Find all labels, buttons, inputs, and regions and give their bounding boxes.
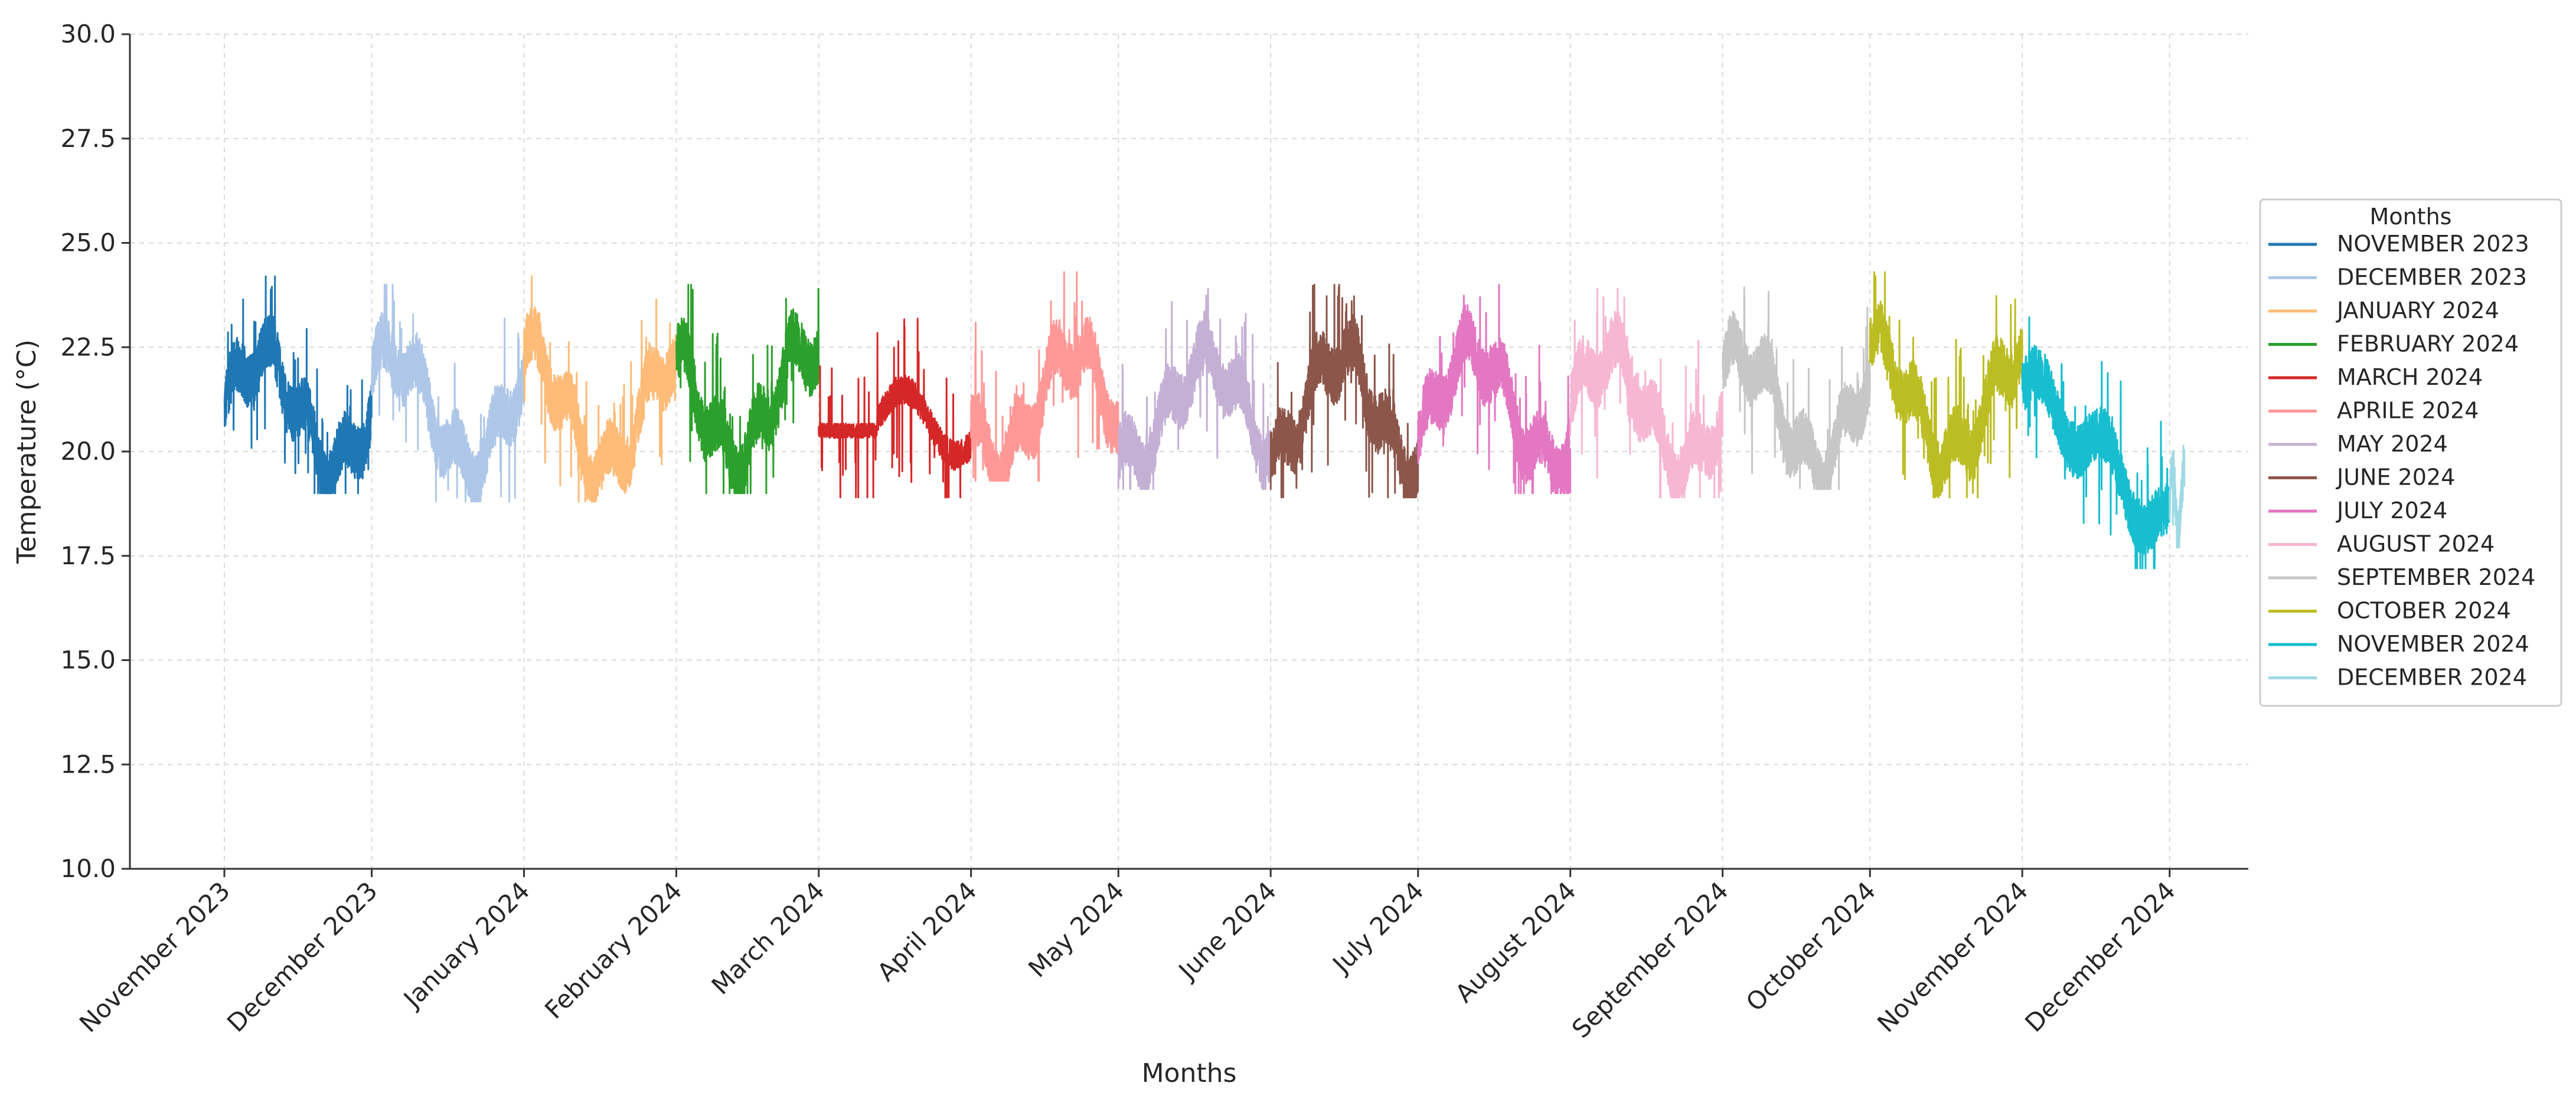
x-tick-label: June 2024: [1172, 876, 1282, 986]
legend-label: FEBRUARY 2024: [2337, 331, 2519, 357]
legend-label: OCTOBER 2024: [2337, 598, 2511, 624]
legend: Months NOVEMBER 2023 DECEMBER 2023 JANUARY…: [2259, 198, 2562, 707]
y-tick-label: 30.0: [60, 19, 116, 48]
legend-label: DECEMBER 2024: [2337, 665, 2527, 691]
x-tick-label: February 2024: [539, 876, 687, 1024]
y-tick-label: 22.5: [60, 332, 116, 361]
series-line: [1417, 283, 1572, 495]
series-line: [2169, 444, 2186, 549]
series-line: [675, 283, 820, 495]
series-line: [1117, 287, 1272, 490]
y-tick-label: 25.0: [60, 228, 116, 257]
legend-label: APRILE 2024: [2337, 398, 2479, 424]
x-tick-label: January 2024: [397, 876, 535, 1014]
x-tick-label: December 2024: [2019, 876, 2181, 1038]
series-line: [1269, 283, 1419, 499]
x-tick-label: December 2023: [221, 876, 383, 1038]
x-tick-label: September 2024: [1566, 876, 1734, 1044]
series-layer: [223, 271, 2186, 570]
legend-label: NOVEMBER 2023: [2337, 231, 2529, 257]
legend-label: NOVEMBER 2024: [2337, 631, 2529, 657]
y-tick-label: 20.0: [60, 437, 116, 466]
x-tick-label: November 2023: [74, 876, 236, 1038]
x-tick-label: August 2024: [1449, 876, 1582, 1008]
y-tick-label: 12.5: [60, 750, 116, 779]
series-line: [371, 283, 525, 503]
legend-label: MARCH 2024: [2337, 364, 2483, 390]
series-line: [818, 318, 972, 499]
x-tick-label: May 2024: [1023, 876, 1129, 983]
legend-label: SEPTEMBER 2024: [2337, 564, 2535, 590]
legend-label: AUGUST 2024: [2337, 531, 2495, 557]
y-tick-label: 17.5: [60, 541, 116, 570]
series-line: [223, 275, 373, 495]
y-tick-label: 27.5: [60, 124, 116, 153]
x-tick-label: March 2024: [706, 876, 830, 1000]
legend-label: JULY 2024: [2336, 498, 2447, 524]
legend-label: DECEMBER 2023: [2337, 264, 2527, 290]
x-tick-label: October 2024: [1741, 876, 1882, 1017]
x-tick-label: November 2024: [1872, 876, 2033, 1038]
x-tick-label: April 2024: [871, 876, 982, 987]
y-ticks: 10.0 12.5 15.0 17.5 20.0 22.5 25.0 27.5 30.0: [60, 19, 130, 883]
y-axis-title: Temperature (°C): [12, 339, 42, 564]
legend-label: JUNE 2024: [2336, 465, 2455, 490]
series-line: [1722, 286, 1871, 490]
series-line: [1569, 287, 1724, 499]
legend-title: Months: [2370, 204, 2452, 230]
series-line: [970, 271, 1119, 482]
legend-box: [2259, 198, 2562, 707]
legend-label: JANUARY 2024: [2336, 297, 2499, 323]
x-tick-label: July 2024: [1326, 876, 1429, 979]
y-tick-label: 15.0: [60, 646, 116, 675]
series-line: [523, 275, 677, 503]
series-line: [2021, 316, 2171, 570]
legend-items: NOVEMBER 2023 DECEMBER 2023 JANUARY 2024 FE…: [2268, 231, 2535, 691]
y-tick-label: 10.0: [60, 854, 116, 883]
legend-label: MAY 2024: [2337, 431, 2448, 457]
series-line: [1869, 271, 2023, 499]
x-axis-title: Months: [1142, 1058, 1237, 1088]
